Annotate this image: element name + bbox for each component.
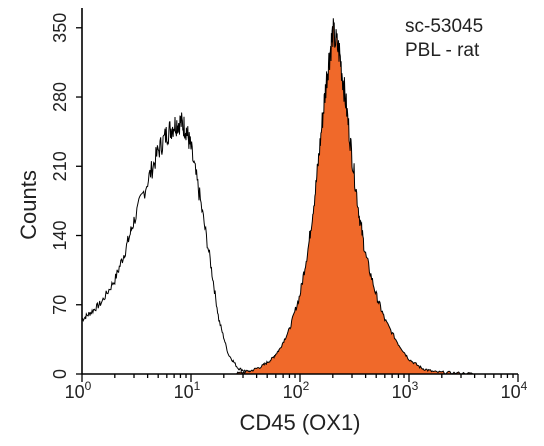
x-tick-label: 101 [174, 379, 201, 402]
x-tick-label: 100 [65, 379, 92, 402]
x-tick-exponent: 4 [521, 379, 528, 393]
x-tick-base: 10 [392, 382, 412, 402]
y-tick-label: 210 [50, 151, 70, 181]
y-tick-label: 350 [50, 13, 70, 43]
x-tick-exponent: 0 [85, 379, 92, 393]
x-tick-exponent: 1 [194, 379, 201, 393]
y-tick-label: 140 [50, 220, 70, 250]
outline-histogram-series [81, 112, 257, 375]
x-tick-base: 10 [65, 382, 85, 402]
y-tick-label: 280 [50, 82, 70, 112]
y-tick-label: 70 [50, 295, 70, 315]
y-tick-label: 0 [50, 369, 70, 379]
x-tick-exponent: 2 [303, 379, 310, 393]
x-axis-label: CD45 (OX1) [239, 410, 360, 435]
filled-histogram-series [234, 18, 475, 375]
x-tick-label: 102 [283, 379, 310, 402]
sample-description-annotation: PBL - rat [405, 40, 480, 61]
series-layer [81, 18, 475, 375]
sample-id-annotation: sc-53045 [405, 16, 483, 37]
x-tick-base: 10 [283, 382, 303, 402]
x-tick-exponent: 3 [412, 379, 419, 393]
x-tick-label: 104 [501, 379, 528, 402]
y-axis-label: Counts [16, 170, 41, 240]
x-tick-label: 103 [392, 379, 419, 402]
x-tick-base: 10 [501, 382, 521, 402]
x-tick-base: 10 [174, 382, 194, 402]
